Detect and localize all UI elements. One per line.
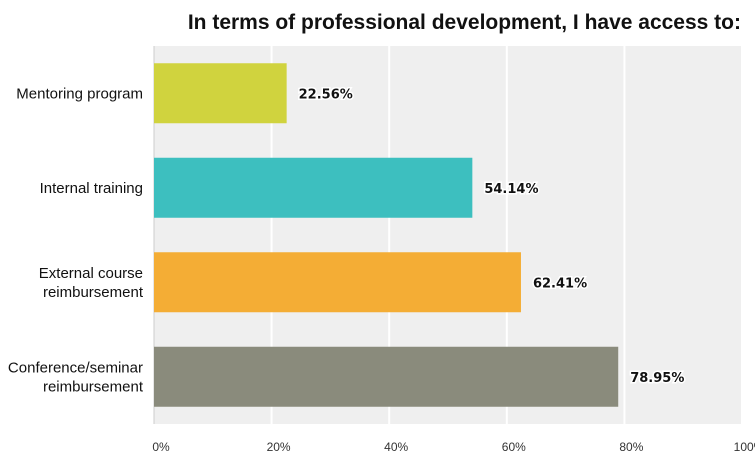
- category-label: Conference/seminar reimbursement: [8, 359, 144, 395]
- bar: [154, 157, 473, 218]
- category-labels: Mentoring program Internal training Extern…: [8, 85, 144, 395]
- bar: [154, 63, 287, 124]
- data-label: 78.95%: [630, 371, 684, 386]
- category-label-line: Conference/seminar: [8, 359, 143, 376]
- x-tick-label: 20%: [267, 440, 291, 454]
- category-label: Internal training: [40, 180, 143, 197]
- bars: 22.56% 54.14% 62.41% 78.95%: [154, 63, 686, 407]
- data-label: 62.41%: [533, 276, 587, 291]
- x-tick-label: 80%: [619, 440, 643, 454]
- data-label: 22.56%: [299, 87, 353, 102]
- bar: [154, 346, 619, 407]
- chart-title: In terms of professional development, I …: [188, 11, 741, 34]
- category-label: External course reimbursement: [39, 265, 144, 301]
- category-label-line: Mentoring program: [16, 85, 143, 102]
- category-label-line: reimbursement: [43, 378, 144, 395]
- x-axis-ticks: 0% 20% 40% 60% 80% 100%: [152, 440, 755, 454]
- category-label-line: reimbursement: [43, 284, 144, 301]
- x-tick-label: 0%: [152, 440, 170, 454]
- x-tick-label: 60%: [502, 440, 526, 454]
- x-tick-label: 100%: [734, 440, 755, 454]
- bar: [154, 252, 521, 313]
- x-tick-label: 40%: [384, 440, 408, 454]
- category-label-line: Internal training: [40, 180, 143, 197]
- category-label: Mentoring program: [16, 85, 143, 102]
- data-label: 54.14%: [484, 182, 538, 197]
- category-label-line: External course: [39, 265, 143, 282]
